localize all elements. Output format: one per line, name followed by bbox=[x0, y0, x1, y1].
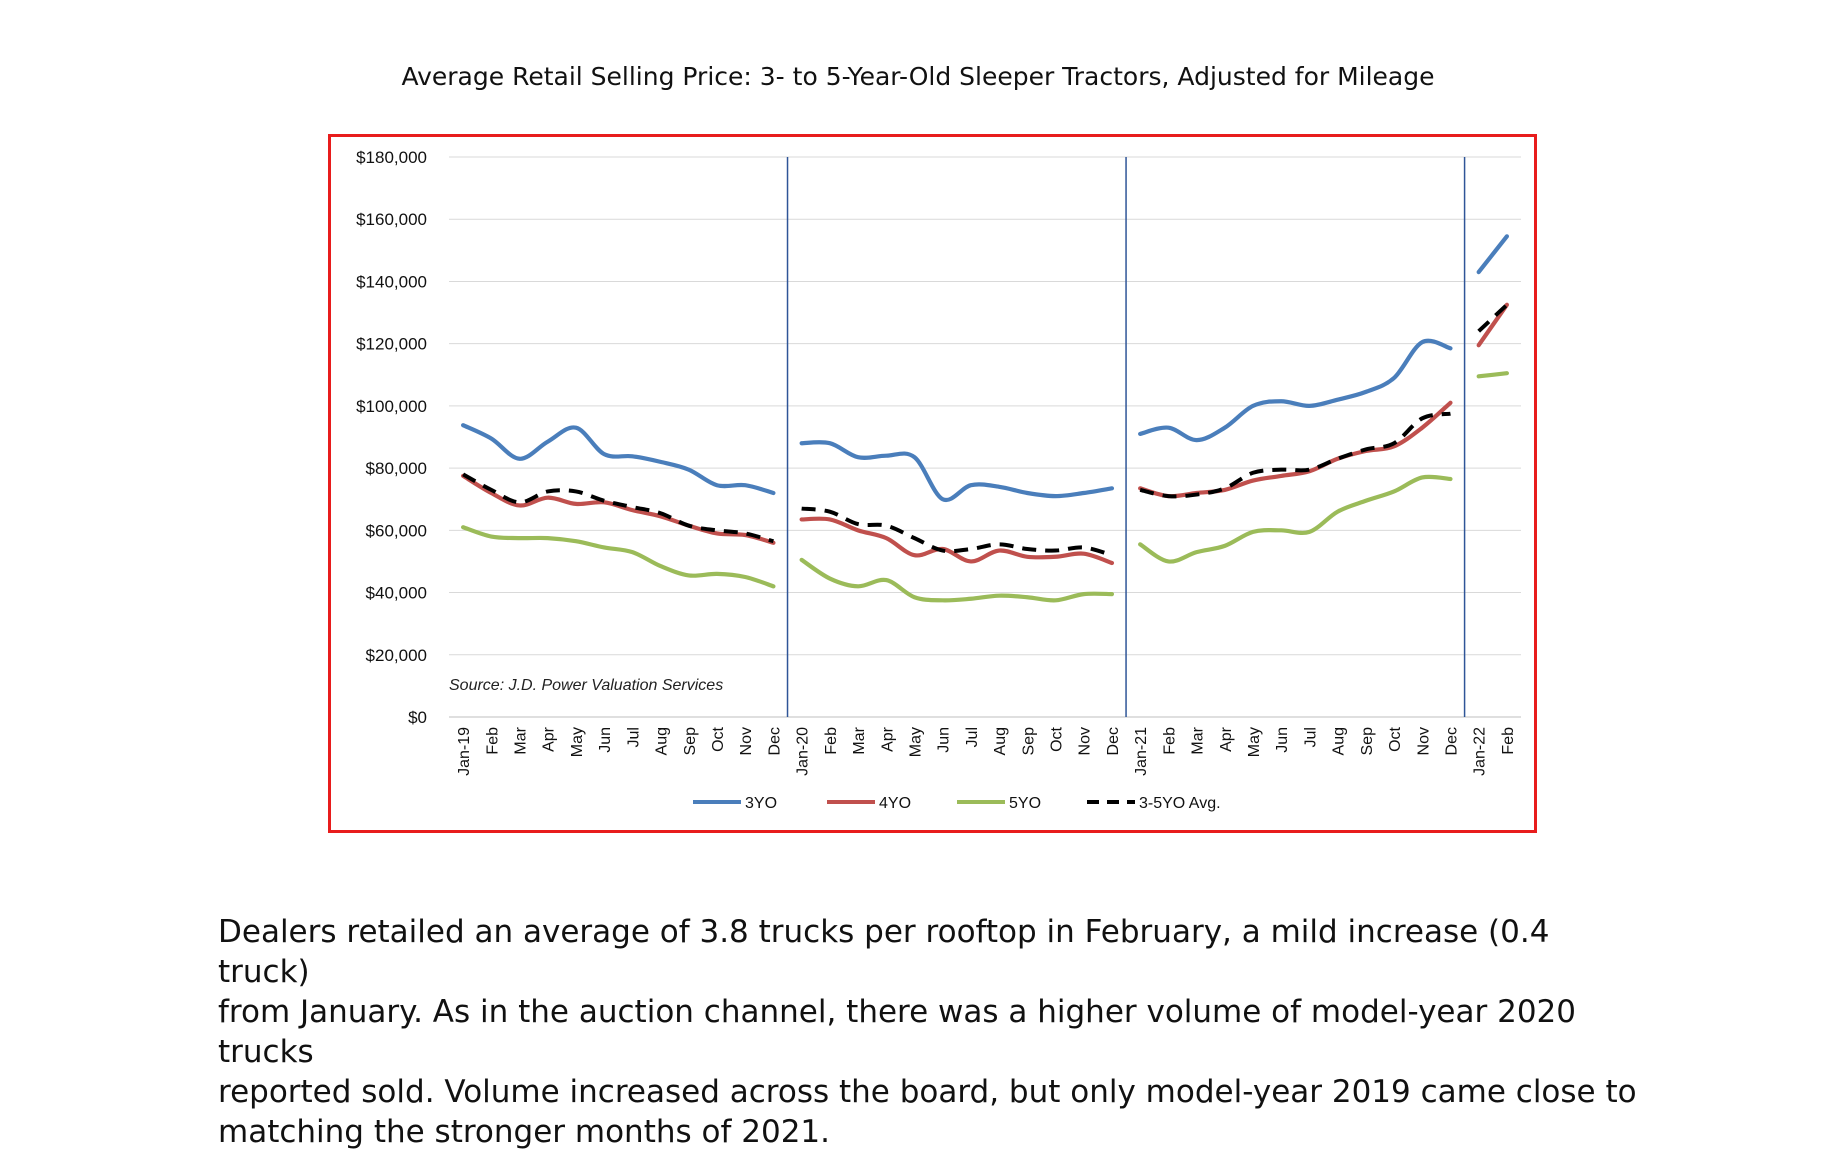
x-tick-label: Nov bbox=[1415, 727, 1432, 755]
series-line-3yo bbox=[1138, 338, 1453, 443]
series-line-3-5yo-avg bbox=[462, 472, 774, 544]
x-tick-label: Feb bbox=[484, 727, 501, 755]
series-line-4yo bbox=[799, 516, 1115, 566]
legend-label-4yo: 4YO bbox=[879, 795, 911, 812]
x-tick-label: Sep bbox=[682, 727, 699, 756]
y-axis: $0 $20,000 $40,000 $60,000 $80,000 $100,000 $1… bbox=[356, 148, 427, 727]
paragraph-line: matching the stronger months of 2021. bbox=[218, 1114, 830, 1150]
x-tick-label: Nov bbox=[738, 727, 755, 755]
x-tick-label: May bbox=[569, 727, 586, 757]
series-lines bbox=[461, 234, 1509, 603]
x-tick-label: Oct bbox=[1049, 726, 1066, 751]
x-tick-label: Jan-21 bbox=[1133, 727, 1150, 776]
x-tick-label: Aug bbox=[992, 727, 1009, 755]
series-line-4yo bbox=[1138, 400, 1453, 499]
y-tick-label: $140,000 bbox=[356, 272, 427, 291]
x-tick-label: Jul bbox=[625, 727, 642, 747]
y-tick-label: $180,000 bbox=[356, 148, 427, 167]
x-tick-label: Feb bbox=[1161, 727, 1178, 755]
series-line-5yo bbox=[1476, 371, 1509, 379]
year-separators bbox=[786, 157, 1466, 717]
y-tick-label: $60,000 bbox=[366, 521, 427, 540]
x-tick-label: Dec bbox=[1105, 727, 1122, 755]
x-tick-label: Nov bbox=[1077, 727, 1094, 755]
legend-label-3yo: 3YO bbox=[745, 795, 777, 812]
line-chart: $0 $20,000 $40,000 $60,000 $80,000 $100,000 $1… bbox=[356, 148, 1521, 812]
legend-label-5yo: 5YO bbox=[1009, 795, 1041, 812]
x-tick-label: Aug bbox=[654, 727, 671, 755]
series-line-3-5yo-avg bbox=[1477, 303, 1509, 333]
x-tick-label: Jan-22 bbox=[1472, 727, 1489, 776]
x-tick-label: Jul bbox=[964, 727, 981, 747]
series-line-3yo bbox=[1476, 234, 1509, 275]
x-tick-label: Feb bbox=[823, 727, 840, 755]
y-tick-label: $160,000 bbox=[356, 210, 427, 229]
legend-label-3-5yo-avg: 3-5YO Avg. bbox=[1139, 795, 1221, 812]
x-tick-label: Jul bbox=[1302, 727, 1319, 747]
y-tick-label: $0 bbox=[408, 708, 427, 727]
y-tick-label: $20,000 bbox=[366, 646, 427, 665]
y-tick-label: $100,000 bbox=[356, 397, 427, 416]
paragraph-line: from January. As in the auction channel,… bbox=[218, 994, 1576, 1070]
gridlines bbox=[449, 156, 1521, 718]
x-tick-label: Dec bbox=[766, 727, 783, 755]
x-tick-label: Feb bbox=[1500, 727, 1517, 755]
x-tick-label: Sep bbox=[1020, 727, 1037, 756]
y-tick-label: $40,000 bbox=[366, 584, 427, 603]
body-paragraph: Dealers retailed an average of 3.8 truck… bbox=[218, 912, 1638, 1152]
x-tick-label: Oct bbox=[1387, 726, 1404, 751]
x-tick-label: Oct bbox=[710, 726, 727, 751]
series-line-3yo bbox=[461, 423, 776, 496]
x-tick-label: Apr bbox=[879, 726, 896, 752]
x-tick-label: Jan-20 bbox=[795, 727, 812, 776]
series-line-3-5yo-avg bbox=[801, 506, 1113, 558]
series-line-5yo bbox=[461, 525, 776, 589]
x-tick-label: Apr bbox=[1218, 726, 1235, 752]
series-line-3yo bbox=[799, 440, 1115, 503]
x-tick-label: Apr bbox=[541, 726, 558, 752]
paragraph-line: reported sold. Volume increased across t… bbox=[218, 1074, 1637, 1110]
paragraph-line: Dealers retailed an average of 3.8 truck… bbox=[218, 914, 1550, 990]
x-tick-label: Jun bbox=[597, 727, 614, 753]
x-tick-label: Dec bbox=[1443, 727, 1460, 755]
x-tick-label: Jan-19 bbox=[456, 727, 473, 776]
x-tick-label: Jun bbox=[936, 727, 953, 753]
x-tick-label: Mar bbox=[513, 726, 530, 754]
x-tick-label: May bbox=[907, 727, 924, 757]
x-axis: Jan-19 Feb Mar Apr May Jun Jul Aug Sep Oct Nov Dec J… bbox=[456, 726, 1517, 776]
legend: 3YO 4YO 5YO 3-5YO Avg. bbox=[693, 795, 1221, 812]
x-tick-label: Jun bbox=[1274, 727, 1291, 753]
series-line-3-5yo-avg bbox=[1139, 411, 1451, 499]
x-tick-label: Mar bbox=[1190, 726, 1207, 754]
x-tick-label: May bbox=[1246, 727, 1263, 757]
chart-frame: $0 $20,000 $40,000 $60,000 $80,000 $100,000 $1… bbox=[328, 134, 1537, 833]
x-tick-label: Aug bbox=[1331, 727, 1348, 755]
page-title: Average Retail Selling Price: 3- to 5-Ye… bbox=[401, 62, 1435, 91]
y-tick-label: $120,000 bbox=[356, 335, 427, 354]
source-note: Source: J.D. Power Valuation Services bbox=[449, 677, 723, 694]
x-tick-label: Mar bbox=[851, 726, 868, 754]
series-line-5yo bbox=[1138, 474, 1453, 564]
series-line-5yo bbox=[799, 557, 1115, 603]
y-tick-label: $80,000 bbox=[366, 459, 427, 478]
x-tick-label: Sep bbox=[1359, 727, 1376, 756]
